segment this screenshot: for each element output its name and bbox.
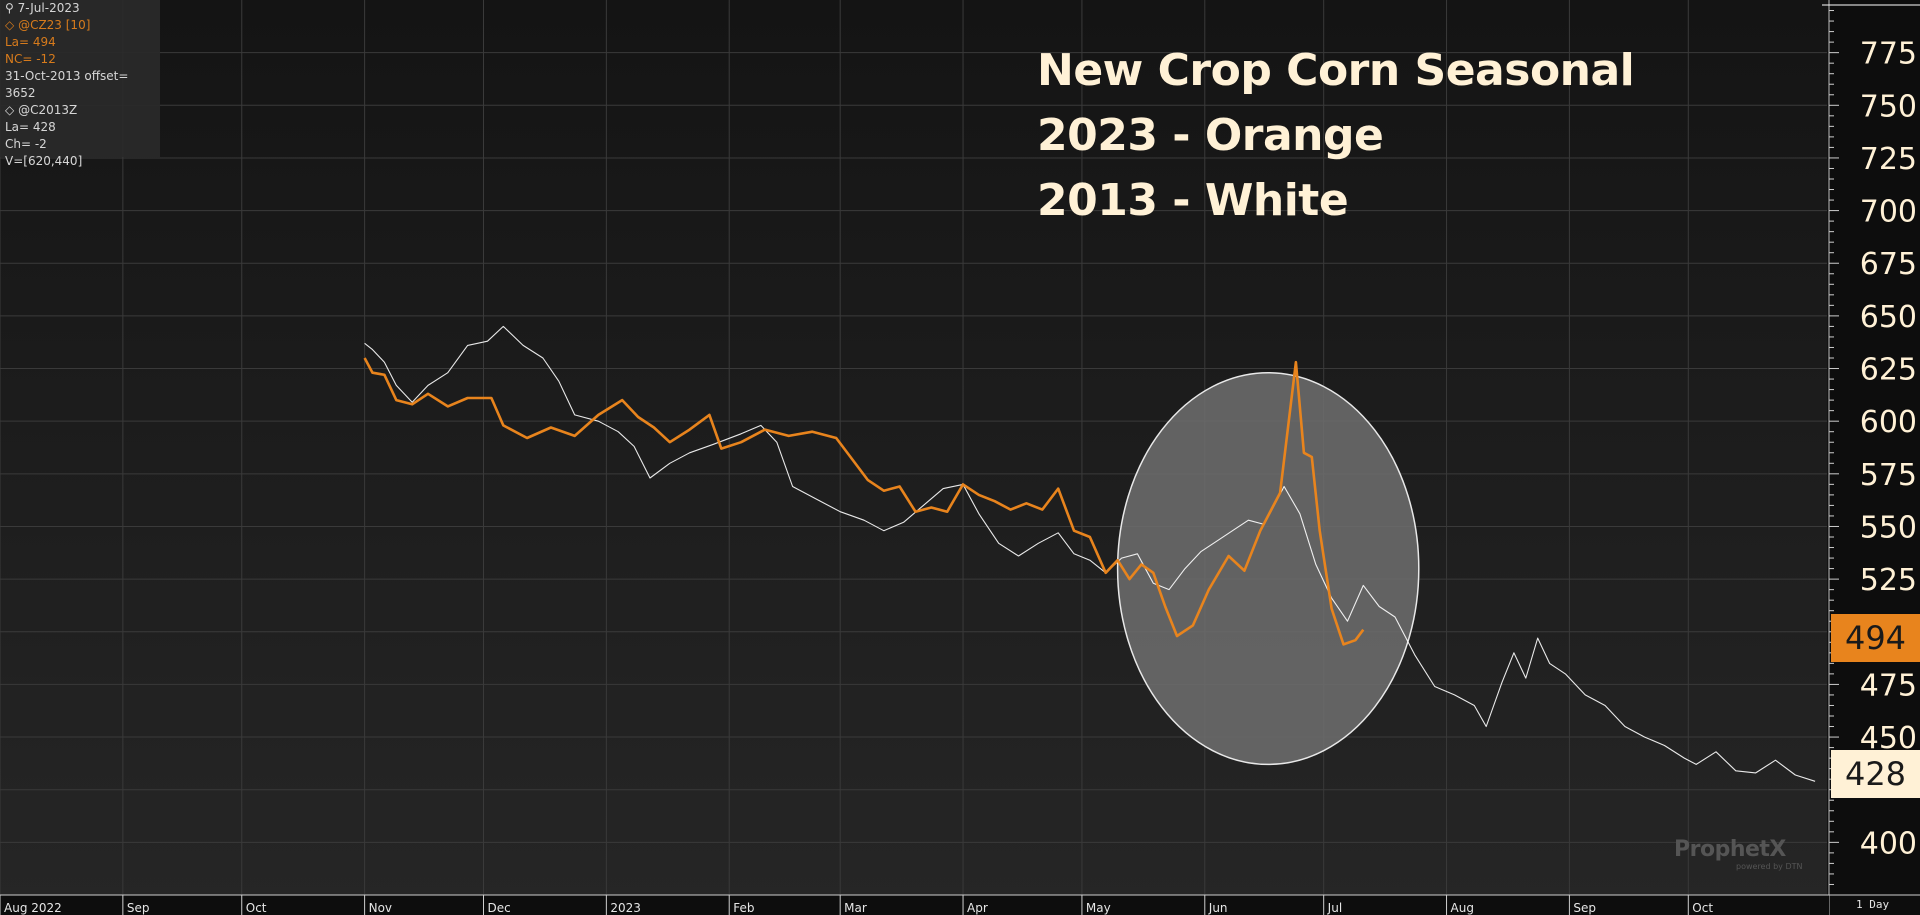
x-tick-label: Dec <box>488 901 511 915</box>
series-line-2013[interactable] <box>364 325 1816 782</box>
x-axis[interactable]: Aug 2022 Sep Oct Nov Dec 2023 Feb Mar Apr May Jun J… <box>0 894 1920 915</box>
prophetx-logo: ProphetX <box>1674 837 1786 862</box>
last-price-badge-2023: 494 <box>1831 614 1920 662</box>
chart-title-block: New Crop Corn Seasonal 2023 - Orange 201… <box>1037 38 1635 233</box>
magnify-icon: ⚲ <box>5 1 14 15</box>
y-tick-label: 600 <box>1860 405 1917 440</box>
info-change-2023: NC= -12 <box>5 52 56 66</box>
plot-area <box>0 0 1827 915</box>
x-tick-label: Jun <box>1208 901 1228 915</box>
prophetx-logo-sub: powered by DTN <box>1736 862 1803 871</box>
y-tick-label: 550 <box>1860 510 1917 545</box>
x-tick-label: 2023 <box>610 901 641 915</box>
timeframe-label[interactable]: 1 Day <box>1856 898 1890 911</box>
x-tick-label: Sep <box>127 901 150 915</box>
y-tick-label: 725 <box>1860 142 1917 177</box>
last-price-badge-2013: 428 <box>1831 750 1920 798</box>
y-tick-label: 775 <box>1860 37 1917 72</box>
chart-title: New Crop Corn Seasonal <box>1037 45 1635 96</box>
x-tick-label: Feb <box>733 901 754 915</box>
diamond-icon: ◇ <box>5 18 15 32</box>
x-tick-label: Apr <box>967 901 988 915</box>
highlight-ellipse <box>1116 371 1420 766</box>
y-tick-label: 575 <box>1860 458 1917 493</box>
x-axis-panel <box>0 895 1829 915</box>
series-layer <box>363 325 1816 782</box>
grid-lines <box>0 0 1827 895</box>
highlight-ellipse-layer <box>1116 371 1420 766</box>
x-tick-label: Oct <box>246 901 267 915</box>
x-tick-label: Aug <box>1451 901 1474 915</box>
diamond-icon: ◇ <box>5 103 15 117</box>
y-tick-label: 700 <box>1860 195 1917 230</box>
series-line-2023[interactable] <box>363 357 1365 646</box>
x-tick-label: Jul <box>1327 901 1342 915</box>
y-tick-label: 675 <box>1860 247 1917 282</box>
x-tick-label: Sep <box>1573 901 1596 915</box>
y-tick-label: 400 <box>1860 826 1917 861</box>
y-tick-label: 525 <box>1860 563 1917 598</box>
info-symbol-2023: @CZ23 [10] <box>18 18 91 32</box>
x-tick-label: Aug 2022 <box>4 901 62 915</box>
x-tick-label: May <box>1086 901 1111 915</box>
data-info-panel: ⚲ 7-Jul-2023 ◇ @CZ23 [10] La= 494 NC= -1… <box>0 0 160 168</box>
info-symbol-2013: @C2013Z <box>18 103 78 117</box>
y-tick-label: 650 <box>1860 300 1917 335</box>
y-tick-label: 625 <box>1860 353 1917 388</box>
y-tick-label: 475 <box>1860 668 1917 703</box>
x-tick-label: Nov <box>369 901 392 915</box>
legend-line-white: 2013 - White <box>1037 175 1349 226</box>
info-date: 7-Jul-2023 <box>17 1 80 15</box>
x-tick-label: Oct <box>1692 901 1713 915</box>
info-view: V=[620,440] <box>5 154 83 168</box>
info-last-2023: La= 494 <box>5 35 56 49</box>
info-change-2013: Ch= -2 <box>5 137 47 151</box>
info-last-2013: La= 428 <box>5 120 56 134</box>
legend-line-orange: 2023 - Orange <box>1037 110 1384 161</box>
info-offset: 31-Oct-2013 offset= 3652 <box>5 69 129 100</box>
x-tick-label: Mar <box>844 901 867 915</box>
y-tick-label: 750 <box>1860 89 1917 124</box>
plot-background <box>0 0 1827 915</box>
